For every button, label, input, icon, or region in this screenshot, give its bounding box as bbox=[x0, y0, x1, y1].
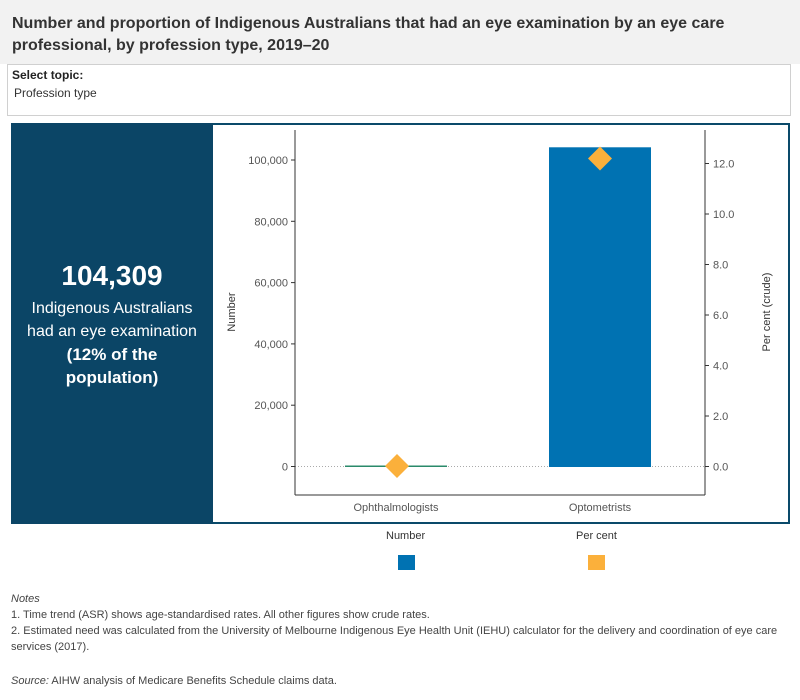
source: Source: AIHW analysis of Medicare Benefi… bbox=[11, 675, 337, 687]
notes: Notes 1. Time trend (ASR) shows age-stan… bbox=[11, 591, 791, 655]
kpi-description: Indigenous Australians had an eye examin… bbox=[11, 297, 213, 389]
topic-selector[interactable]: Select topic: Profession type bbox=[7, 64, 791, 116]
y2-axis-label: Per cent (crude) bbox=[761, 273, 773, 352]
y-axis-label: Number bbox=[226, 292, 238, 331]
point-ophthalmologists bbox=[385, 453, 409, 478]
y2-tick-label: 0.0 bbox=[713, 462, 728, 474]
y2-tick-label: 4.0 bbox=[713, 361, 728, 373]
source-label: Source: bbox=[11, 675, 49, 687]
source-text: AIHW analysis of Medicare Benefits Sched… bbox=[48, 675, 337, 687]
title-bar: Number and proportion of Indigenous Aust… bbox=[0, 0, 800, 64]
y-tick-label: 0 bbox=[282, 462, 288, 474]
y2-tick-label: 8.0 bbox=[713, 260, 728, 272]
note-2: 2. Estimated need was calculated from th… bbox=[11, 625, 778, 653]
kpi-line-3: (12% of the bbox=[66, 345, 158, 364]
y2-tick-label: 12.0 bbox=[713, 159, 734, 171]
topic-label: Select topic: bbox=[12, 68, 84, 82]
y2-tick-label: 6.0 bbox=[713, 310, 728, 322]
x-tick-label: Ophthalmologists bbox=[354, 502, 439, 514]
y-tick-label: 100,000 bbox=[248, 155, 288, 167]
note-1: 1. Time trend (ASR) shows age-standardis… bbox=[11, 609, 430, 621]
legend-swatch-percent[interactable] bbox=[588, 555, 605, 570]
notes-heading: Notes bbox=[11, 593, 40, 605]
y-tick-label: 20,000 bbox=[254, 400, 288, 412]
point-optometrists bbox=[588, 146, 612, 171]
kpi-number: 104,309 bbox=[61, 260, 163, 291]
topic-value[interactable]: Profession type bbox=[14, 86, 97, 100]
y-tick-label: 80,000 bbox=[254, 216, 288, 228]
legend-swatch-number[interactable] bbox=[398, 555, 415, 570]
kpi-card: 104,309 Indigenous Australians had an ey… bbox=[11, 123, 213, 524]
kpi-line-4: population) bbox=[65, 368, 159, 387]
legend-label-percent: Per cent bbox=[576, 530, 617, 542]
kpi-line-2: had an eye examination bbox=[27, 323, 197, 340]
kpi-line-1: Indigenous Australians bbox=[31, 300, 193, 317]
y2-tick-label: 10.0 bbox=[713, 209, 734, 221]
x-tick-label: Optometrists bbox=[569, 502, 632, 514]
y-tick-label: 60,000 bbox=[254, 278, 288, 290]
chart-title: Number and proportion of Indigenous Aust… bbox=[12, 15, 725, 54]
bar-optometrists bbox=[549, 147, 651, 467]
legend-label-number: Number bbox=[386, 530, 426, 542]
y-tick-label: 40,000 bbox=[254, 339, 288, 351]
y2-tick-label: 2.0 bbox=[713, 411, 728, 423]
